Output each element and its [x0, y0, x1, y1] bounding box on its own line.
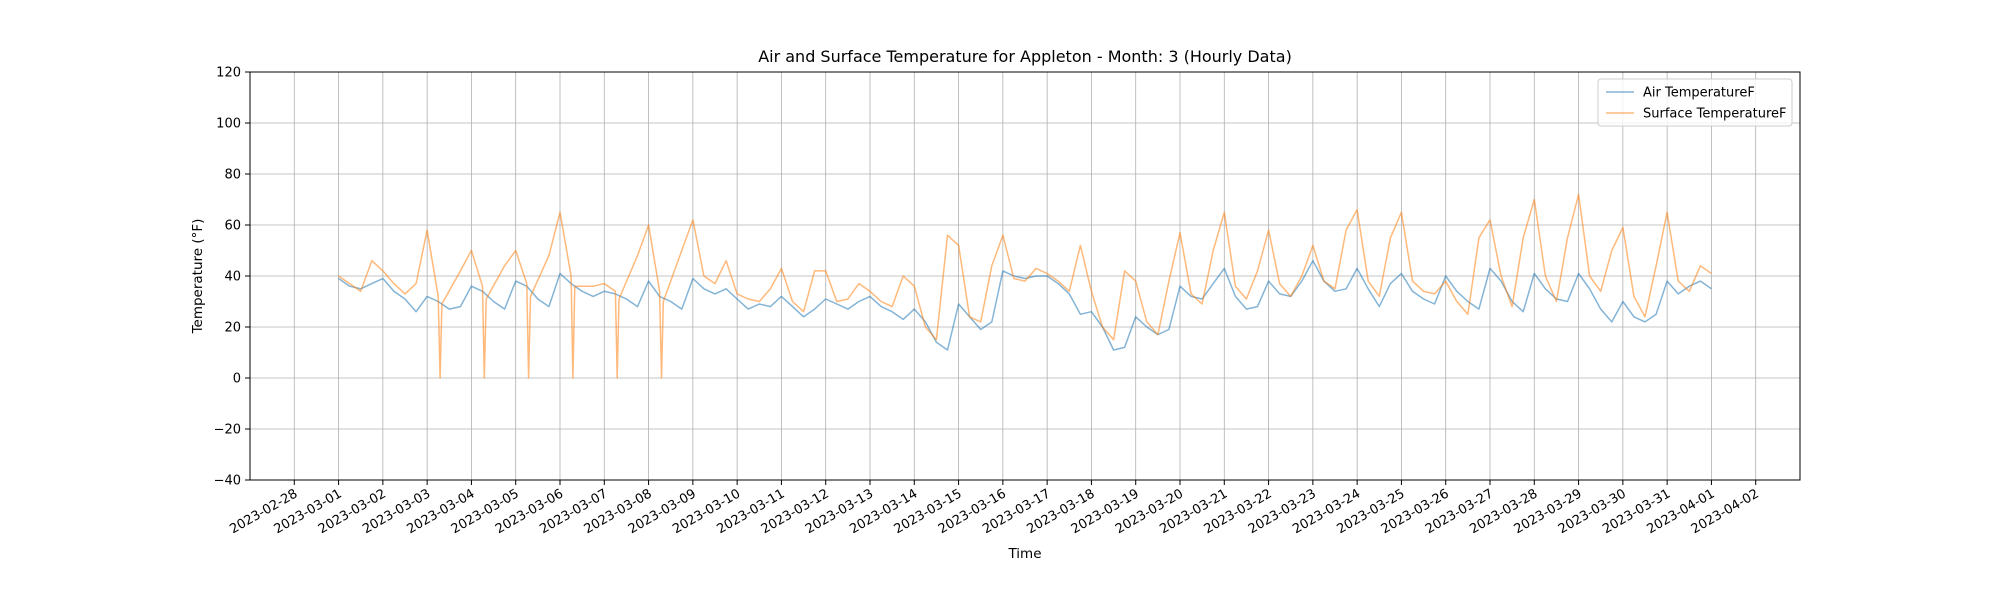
- y-tick-label: 40: [224, 270, 241, 285]
- x-axis-label: Time: [1007, 546, 1041, 562]
- legend: Air TemperatureF Surface TemperatureF: [1597, 78, 1793, 127]
- series-lines: [338, 193, 1712, 379]
- series-line-air-temperature: [338, 259, 1712, 351]
- legend-label: Air TemperatureF: [1643, 86, 1755, 101]
- series-line-surface-temperature: [338, 193, 1712, 379]
- y-tick-label: 120: [216, 66, 241, 81]
- y-tick-label: 20: [224, 321, 241, 336]
- y-tick-label: 60: [224, 219, 241, 234]
- y-tick-label: 0: [233, 372, 241, 387]
- y-tick-label: −20: [214, 423, 241, 438]
- y-tick-label: 80: [224, 168, 241, 183]
- legend-label: Surface TemperatureF: [1643, 107, 1786, 122]
- chart-title: Air and Surface Temperature for Appleton…: [758, 47, 1292, 66]
- x-axis: 2023-02-282023-03-012023-03-022023-03-03…: [227, 480, 1762, 537]
- y-tick-label: −40: [214, 474, 241, 489]
- y-axis-label: Temperature (°F): [190, 219, 206, 335]
- grid: [250, 71, 1800, 481]
- y-axis: −40 −20 0 20 40 60 80 100 120: [214, 66, 250, 489]
- legend-box: [1597, 78, 1793, 127]
- y-tick-label: 100: [216, 117, 241, 132]
